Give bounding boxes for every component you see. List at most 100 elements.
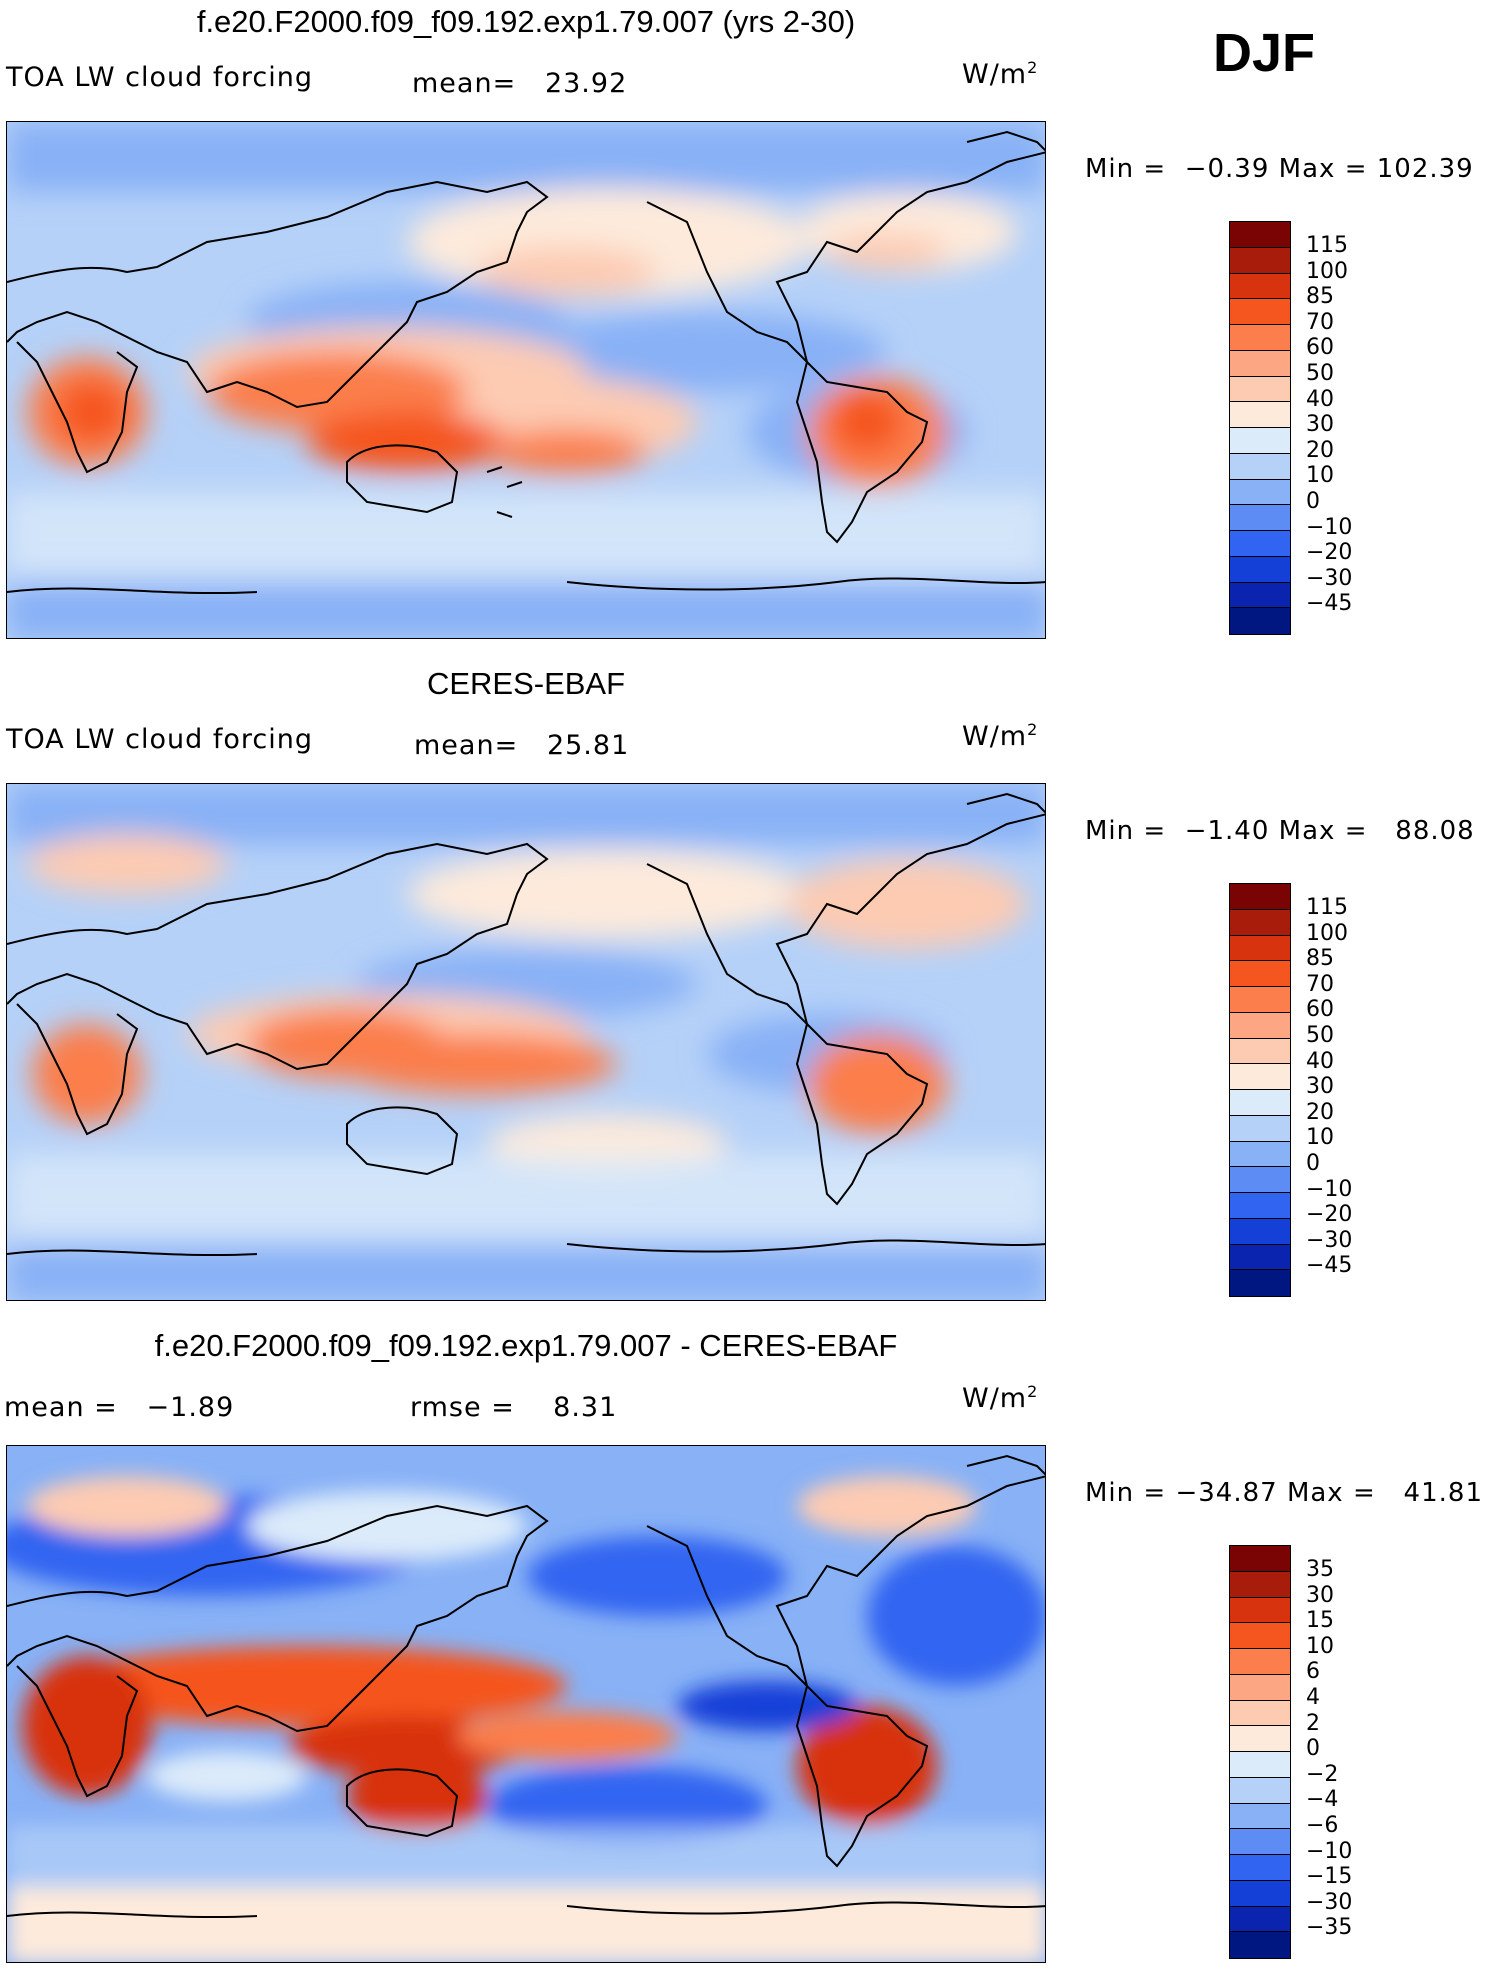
colorbar-tick-label: 70 (1306, 309, 1334, 335)
colorbar-tick-label: −45 (1306, 591, 1353, 617)
colorbar-swatch (1230, 935, 1290, 962)
colorbar-tick-label: 15 (1306, 1608, 1334, 1634)
panel-2-colorbar (1229, 883, 1291, 1297)
colorbar-swatch (1230, 1038, 1290, 1065)
panel-1-variable-label: TOA LW cloud forcing (6, 62, 313, 93)
colorbar-swatch (1230, 884, 1290, 910)
colorbar-swatch (1230, 1546, 1290, 1572)
colorbar-swatch (1230, 1726, 1290, 1752)
colorbar-swatch (1230, 1244, 1290, 1271)
colorbar-tick-label: −2 (1306, 1761, 1339, 1787)
colorbar-swatch (1230, 1064, 1290, 1090)
colorbar-tick-label: 100 (1306, 258, 1348, 284)
colorbar-tick-label: −6 (1306, 1812, 1339, 1838)
colorbar-swatch (1230, 1597, 1290, 1624)
colorbar-swatch (1230, 402, 1290, 428)
colorbar-swatch (1230, 1115, 1290, 1142)
colorbar-tick-label: 30 (1306, 412, 1334, 438)
colorbar-tick-label: 30 (1306, 1074, 1334, 1100)
panel-2-variable-label: TOA LW cloud forcing (6, 724, 313, 755)
colorbar-swatch (1230, 1700, 1290, 1727)
panel-2-map (6, 783, 1046, 1301)
colorbar-tick-label: 20 (1306, 1099, 1334, 1125)
panel-3-colorbar (1229, 1545, 1291, 1959)
colorbar-tick-label: −10 (1306, 1838, 1353, 1864)
colorbar-swatch (1230, 1167, 1290, 1193)
colorbar-swatch (1230, 1623, 1290, 1649)
panel-3-minmax: Min = −34.87 Max = 41.81 (1085, 1478, 1483, 1508)
colorbar-swatch (1230, 376, 1290, 403)
panel-3-title: f.e20.F2000.f09_f09.192.exp1.79.007 - CE… (154, 1328, 898, 1363)
colorbar-swatch (1230, 1803, 1290, 1830)
colorbar-tick-label: −35 (1306, 1915, 1353, 1941)
colorbar-tick-label: 30 (1306, 1582, 1334, 1608)
colorbar-tick-label: 40 (1306, 386, 1334, 412)
panel-3-colorbar-labels: 35 30 15 10 6 4 2 0 −2 −4 −6 −10 −15 −30 −35 (1306, 1557, 1352, 1941)
colorbar-swatch (1230, 299, 1290, 325)
colorbar-swatch (1230, 247, 1290, 274)
colorbar-swatch (1230, 273, 1290, 300)
colorbar-swatch (1230, 222, 1290, 248)
colorbar-tick-label: 85 (1306, 946, 1334, 972)
colorbar-tick-label: 70 (1306, 971, 1334, 997)
colorbar-swatch (1230, 1674, 1290, 1701)
colorbar-tick-label: 0 (1306, 488, 1320, 514)
panel-1-units: W/m2 (962, 58, 1039, 90)
colorbar-swatch (1230, 1012, 1290, 1039)
colorbar-tick-label: −45 (1306, 1253, 1353, 1279)
panel-3-units: W/m2 (962, 1382, 1039, 1414)
panel-2-mean: mean= 25.81 (414, 730, 630, 761)
panel-1-mean: mean= 23.92 (412, 68, 628, 99)
colorbar-tick-label: 35 (1306, 1557, 1334, 1582)
colorbar-tick-label: −30 (1306, 1227, 1353, 1253)
panel-2-colorbar-labels: 115 100 85 70 60 50 40 30 20 10 0 −10 −20 −30 −45 (1306, 895, 1352, 1279)
colorbar-swatch (1230, 479, 1290, 506)
colorbar-swatch (1230, 1752, 1290, 1778)
colorbar-tick-label: −20 (1306, 1202, 1353, 1228)
colorbar-tick-label: 50 (1306, 360, 1334, 386)
colorbar-tick-label: 6 (1306, 1659, 1320, 1685)
colorbar-tick-label: 60 (1306, 997, 1334, 1023)
colorbar-swatch (1230, 1270, 1290, 1296)
colorbar-tick-label: −10 (1306, 514, 1353, 540)
colorbar-swatch (1230, 1571, 1290, 1598)
colorbar-swatch (1230, 1649, 1290, 1675)
panel-1-colorbar-labels: 115 100 85 70 60 50 40 30 20 10 0 −10 −20 −30 −45 (1306, 233, 1352, 617)
colorbar-swatch (1230, 1829, 1290, 1855)
colorbar-tick-label: 40 (1306, 1048, 1334, 1074)
colorbar-tick-label: −4 (1306, 1787, 1339, 1813)
colorbar-tick-label: 10 (1306, 1125, 1334, 1151)
colorbar-tick-label: −10 (1306, 1176, 1353, 1202)
colorbar-swatch (1230, 909, 1290, 936)
colorbar-swatch (1230, 1090, 1290, 1116)
colorbar-swatch (1230, 505, 1290, 531)
colorbar-tick-label: −30 (1306, 1889, 1353, 1915)
colorbar-swatch (1230, 325, 1290, 351)
colorbar-swatch (1230, 582, 1290, 609)
colorbar-tick-label: 50 (1306, 1022, 1334, 1048)
panel-3-map (6, 1445, 1046, 1963)
colorbar-swatch (1230, 987, 1290, 1013)
colorbar-tick-label: 20 (1306, 437, 1334, 463)
colorbar-swatch (1230, 453, 1290, 480)
colorbar-tick-label: 2 (1306, 1710, 1320, 1736)
colorbar-tick-label: −15 (1306, 1864, 1353, 1890)
colorbar-tick-label: −20 (1306, 540, 1353, 566)
colorbar-tick-label: 10 (1306, 463, 1334, 489)
colorbar-swatch (1230, 608, 1290, 634)
colorbar-tick-label: 115 (1306, 233, 1348, 258)
colorbar-swatch (1230, 1218, 1290, 1245)
panel-1-minmax: Min = −0.39 Max = 102.39 (1085, 154, 1474, 184)
panel-2-title: CERES-EBAF (426, 666, 626, 701)
colorbar-tick-label: 0 (1306, 1150, 1320, 1176)
panel-2-minmax: Min = −1.40 Max = 88.08 (1085, 816, 1475, 846)
colorbar-swatch (1230, 1141, 1290, 1168)
panel-2-units: W/m2 (962, 720, 1039, 752)
colorbar-tick-label: 10 (1306, 1633, 1334, 1659)
colorbar-tick-label: 85 (1306, 284, 1334, 310)
colorbar-swatch (1230, 1880, 1290, 1907)
season-label: DJF (1213, 23, 1316, 83)
colorbar-swatch (1230, 1932, 1290, 1958)
colorbar-tick-label: 100 (1306, 920, 1348, 946)
panel-1-map (6, 121, 1046, 639)
